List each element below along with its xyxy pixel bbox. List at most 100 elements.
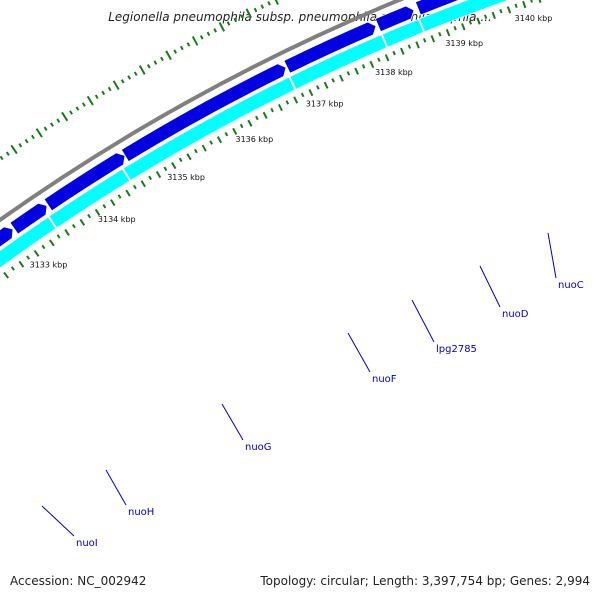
backbone-line	[0, 0, 405, 223]
minor-tick	[293, 96, 299, 104]
gc-skew-mark	[101, 90, 106, 96]
gc-skew-mark	[179, 45, 184, 51]
minor-tick	[87, 213, 92, 219]
gc-skew-mark	[56, 118, 61, 123]
minor-tick	[530, 0, 533, 3]
minor-tick	[247, 119, 253, 127]
minor-tick	[438, 32, 442, 37]
gene-labels: nuoI nuoH nuoG nuoF lpg2785 nuoD nuoC	[41, 232, 584, 549]
minor-tick	[155, 171, 162, 179]
minor-tick	[239, 123, 244, 129]
minor-tick	[79, 218, 86, 226]
minor-tick	[491, 11, 496, 20]
gc-skew-mark	[69, 110, 73, 115]
gene-label: nuoC	[558, 280, 584, 291]
minor-tick	[300, 92, 305, 98]
topology-summary: Topology: circular; Length: 3,397,754 bp…	[260, 574, 590, 588]
gc-skew-mark	[253, 7, 258, 13]
minor-tick	[270, 107, 274, 113]
gene-leader-line	[411, 299, 435, 343]
minor-tick	[171, 162, 177, 170]
gc-skew-mark	[61, 111, 69, 122]
gc-skew-mark	[206, 31, 211, 37]
minor-tick	[41, 244, 46, 250]
minor-tick	[33, 250, 40, 257]
gc-skew-mark	[35, 128, 43, 138]
minor-tick	[64, 229, 70, 236]
minor-tick	[125, 189, 131, 197]
gc-skew-mark	[10, 144, 18, 155]
minor-tick	[262, 111, 268, 119]
minor-tick	[209, 140, 213, 145]
forward-gene-block	[414, 0, 461, 16]
gc-skew-mark	[173, 49, 178, 54]
minor-tick	[140, 180, 146, 188]
minor-tick	[71, 223, 76, 229]
gene-leader-line	[547, 232, 557, 279]
gc-skew-mark	[107, 86, 112, 92]
minor-tick	[194, 148, 198, 154]
gc-skew-mark	[146, 64, 151, 69]
minor-tick	[110, 199, 116, 207]
forward-gene-block	[120, 63, 287, 163]
kbp-tick-marks: 3133 kbp 3134 kbp 3135 kbp 3136 kbp 3137 kbp…	[3, 0, 553, 279]
gene-label: lpg2785	[436, 344, 477, 355]
minor-tick	[308, 88, 314, 97]
reverse-gene-block	[122, 76, 296, 181]
accession-text: Accession: NC_002942	[10, 574, 147, 588]
gc-skew-mark	[240, 14, 244, 19]
minor-tick	[476, 17, 481, 25]
gc-skew-mark	[43, 126, 48, 131]
minor-tick	[384, 54, 390, 62]
forward-gene-block	[9, 202, 48, 235]
minor-tick	[514, 3, 518, 9]
kbp-label: 3136 kbp	[236, 135, 274, 144]
kbp-label: 3140 kbp	[515, 14, 553, 23]
minor-tick	[422, 38, 427, 43]
minor-tick	[49, 239, 55, 247]
gc-skew-mark	[0, 155, 4, 161]
forward-gene-block	[283, 21, 377, 74]
gc-skew-mark	[120, 79, 125, 84]
minor-tick	[132, 184, 137, 190]
kbp-label: 3133 kbp	[30, 261, 68, 270]
kbp-label: 3135 kbp	[167, 173, 205, 182]
gc-skew-mark	[213, 28, 217, 33]
minor-tick	[445, 29, 451, 37]
gc-skew-mark	[245, 8, 252, 19]
minor-tick	[499, 8, 503, 14]
gc-skew-mark	[186, 42, 191, 47]
minor-tick	[102, 204, 107, 209]
gene-leader-line	[221, 403, 244, 441]
minor-tick	[522, 0, 527, 9]
gc-skew-mark	[160, 56, 164, 62]
kbp-label: 3137 kbp	[306, 99, 344, 108]
gc-skew-mark	[112, 80, 120, 90]
backbone-track	[0, 0, 405, 223]
minor-tick	[186, 153, 192, 161]
gc-skew-mark	[218, 21, 226, 32]
minor-tick	[453, 26, 457, 31]
gc-skew-mark	[267, 1, 271, 6]
gc-skew-mark	[138, 65, 146, 75]
forward-strand-track	[0, 0, 461, 248]
gc-skew-mark	[260, 4, 265, 9]
kbp-label: 3134 kbp	[98, 215, 136, 224]
reverse-gene-block	[48, 168, 131, 229]
gene-leader-line	[479, 265, 501, 308]
minor-tick	[277, 104, 283, 112]
minor-tick	[415, 41, 420, 49]
gene-label: nuoI	[76, 538, 98, 549]
gc-skew-mark	[18, 143, 23, 148]
minor-tick	[316, 85, 320, 90]
gc-skew-mark	[233, 17, 238, 23]
minor-tick	[94, 208, 101, 216]
gc-skew-mark	[5, 151, 10, 156]
gc-skew-mark	[24, 138, 29, 144]
minor-tick	[331, 78, 335, 83]
gene-leader-line	[105, 469, 127, 506]
minor-tick	[216, 136, 223, 144]
minor-tick	[361, 64, 366, 69]
minor-tick	[201, 144, 207, 152]
